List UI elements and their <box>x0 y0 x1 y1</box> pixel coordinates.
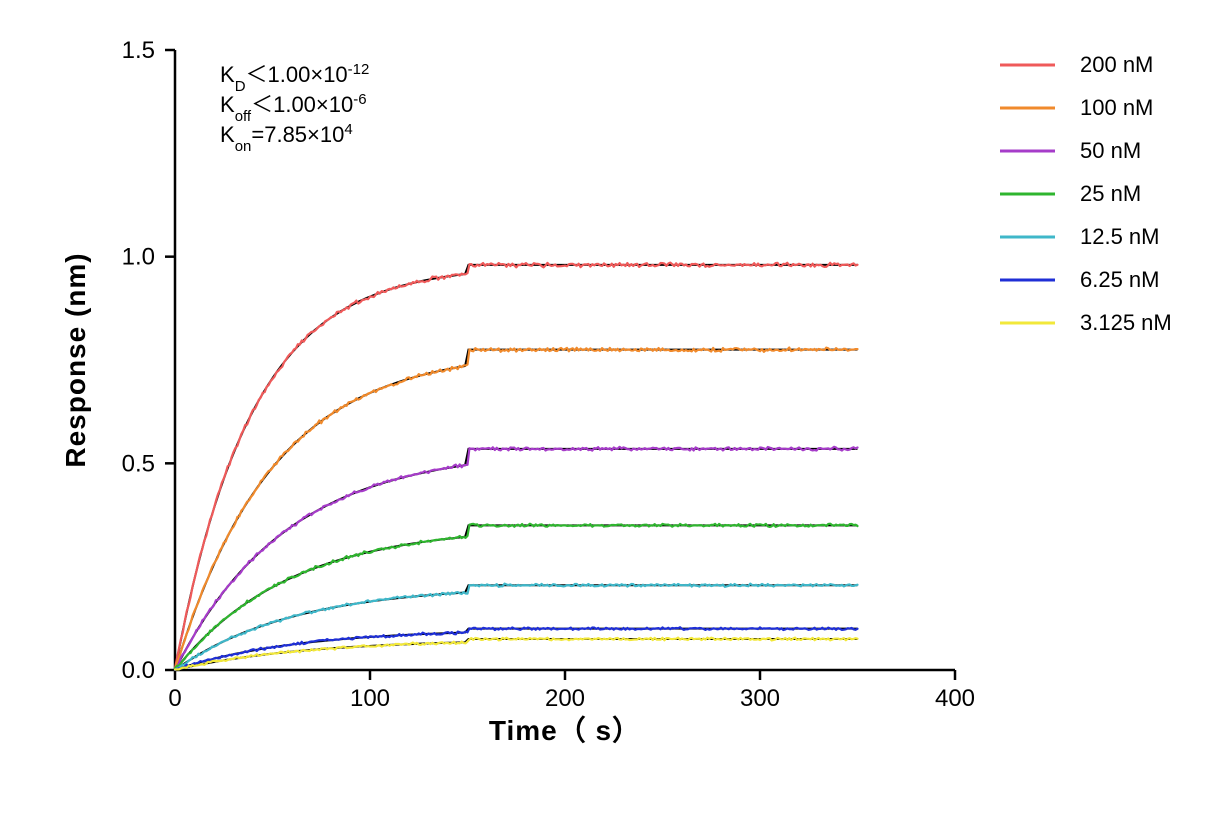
fit-curve <box>175 265 858 670</box>
data-curve <box>175 447 858 669</box>
x-tick-label: 200 <box>545 685 585 712</box>
y-tick-label: 1.0 <box>122 244 155 271</box>
legend-label: 100 nM <box>1080 95 1153 120</box>
x-axis-title: Time（ s） <box>489 714 641 746</box>
kinetics-annotation: Kon=7.85×104 <box>220 121 353 155</box>
fit-curve <box>175 449 858 670</box>
legend-label: 200 nM <box>1080 52 1153 77</box>
x-tick-label: 400 <box>935 685 975 712</box>
data-curve <box>175 627 858 670</box>
legend-label: 3.125 nM <box>1080 310 1172 335</box>
y-axis-title: Response (nm) <box>60 252 91 467</box>
legend-label: 12.5 nM <box>1080 224 1160 249</box>
fit-curve <box>175 629 858 670</box>
legend-label: 25 nM <box>1080 181 1141 206</box>
data-curve <box>175 638 858 670</box>
fit-curve <box>175 525 858 670</box>
data-curve <box>175 263 858 669</box>
legend-label: 6.25 nM <box>1080 267 1160 292</box>
kinetics-annotation: Koff＜1.00×10-6 <box>220 91 367 125</box>
data-curve <box>175 584 858 670</box>
kinetics-annotation: KD＜1.00×10-12 <box>220 61 369 95</box>
fit-curve <box>175 639 858 670</box>
legend-label: 50 nM <box>1080 138 1141 163</box>
y-tick-label: 0.5 <box>122 450 155 477</box>
fit-curve <box>175 350 858 670</box>
x-tick-label: 300 <box>740 685 780 712</box>
x-tick-label: 100 <box>350 685 390 712</box>
y-tick-label: 0.0 <box>122 657 155 684</box>
binding-kinetics-chart: 0 100 200 300 400 0.0 0.5 1.0 1.5 Time（ s） Respons… <box>0 0 1232 825</box>
y-tick-label: 1.5 <box>122 37 155 64</box>
x-tick-label: 0 <box>168 685 181 712</box>
